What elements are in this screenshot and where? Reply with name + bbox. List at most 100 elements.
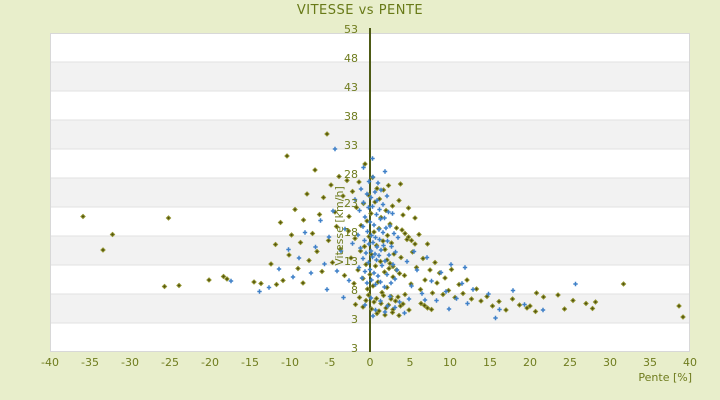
data-point-olive bbox=[473, 286, 480, 292]
data-point-bleu bbox=[380, 230, 386, 235]
data-point-olive bbox=[592, 299, 599, 305]
data-point-bleu bbox=[382, 258, 388, 264]
data-point-olive bbox=[382, 312, 388, 318]
data-point-bleu bbox=[368, 195, 374, 200]
data-point-bleu bbox=[322, 261, 327, 267]
x-tick-label: -30 bbox=[121, 356, 139, 369]
data-point-olive bbox=[367, 271, 373, 278]
data-point-bleu bbox=[438, 270, 444, 275]
data-point-olive bbox=[432, 259, 438, 266]
y-tick-label: 8 bbox=[351, 284, 358, 297]
data-point-bleu bbox=[388, 280, 394, 286]
data-point-olive bbox=[405, 234, 412, 240]
data-point-olive bbox=[341, 272, 348, 279]
data-point-olive bbox=[421, 302, 428, 309]
data-point-olive bbox=[417, 286, 424, 293]
data-point-olive bbox=[356, 294, 363, 301]
x-tick-label: 35 bbox=[643, 356, 657, 369]
x-tick-label: -35 bbox=[81, 356, 99, 369]
data-point-olive bbox=[357, 248, 364, 254]
data-point-bleu bbox=[342, 226, 348, 232]
data-point-bleu bbox=[377, 237, 382, 242]
x-tick-label: 30 bbox=[603, 356, 617, 369]
data-point-bleu bbox=[391, 231, 397, 236]
data-point-bleu bbox=[393, 249, 398, 255]
data-point-bleu bbox=[419, 291, 425, 296]
y-tick-label: 38 bbox=[344, 110, 358, 123]
data-point-bleu bbox=[389, 244, 394, 249]
data-point-bleu bbox=[378, 279, 383, 285]
data-point-bleu bbox=[330, 208, 336, 214]
data-point-olive bbox=[284, 153, 290, 159]
data-point-olive bbox=[377, 258, 384, 265]
data-point-bleu bbox=[257, 289, 262, 294]
data-point-bleu bbox=[266, 285, 272, 290]
data-point-olive bbox=[396, 270, 403, 277]
data-point-olive bbox=[424, 305, 431, 311]
data-point-olive bbox=[420, 255, 426, 262]
data-point-olive bbox=[251, 279, 257, 285]
data-point-bleu bbox=[371, 222, 377, 228]
data-point-bleu bbox=[374, 212, 379, 217]
data-point-bleu bbox=[486, 291, 491, 297]
data-point-bleu bbox=[326, 234, 332, 240]
data-point-olive bbox=[344, 177, 350, 184]
data-point-olive bbox=[393, 225, 400, 231]
data-point-bleu bbox=[470, 287, 476, 292]
data-point-olive bbox=[382, 246, 388, 253]
data-point-olive bbox=[396, 312, 402, 319]
y-tick-label: 18 bbox=[344, 226, 358, 239]
data-point-olive bbox=[300, 217, 307, 223]
data-point-olive bbox=[448, 266, 455, 273]
data-point-olive bbox=[489, 303, 496, 309]
data-point-olive bbox=[392, 298, 399, 304]
y-tick-label: 23 bbox=[344, 197, 358, 210]
data-point-bleu bbox=[390, 262, 396, 267]
data-point-bleu bbox=[392, 305, 398, 310]
data-point-olive bbox=[356, 179, 362, 185]
data-point-olive bbox=[300, 280, 306, 286]
data-point-olive bbox=[620, 281, 627, 287]
data-point-bleu bbox=[448, 262, 454, 267]
data-point-olive bbox=[224, 276, 230, 282]
data-point-olive bbox=[206, 277, 212, 283]
data-point-bleu bbox=[422, 297, 428, 303]
y-tick-label: 13 bbox=[344, 255, 358, 268]
data-point-olive bbox=[408, 237, 415, 244]
data-point-bleu bbox=[362, 302, 368, 308]
data-point-bleu bbox=[360, 256, 366, 261]
data-point-olive bbox=[165, 215, 172, 221]
data-point-bleu bbox=[308, 270, 314, 276]
data-point-bleu bbox=[290, 274, 296, 280]
data-point-olive bbox=[280, 277, 286, 284]
data-point-bleu bbox=[493, 315, 498, 321]
data-point-bleu bbox=[404, 259, 410, 264]
data-point-olive bbox=[220, 273, 227, 280]
data-point-bleu bbox=[371, 270, 377, 276]
data-point-bleu bbox=[402, 310, 407, 316]
data-point-olive bbox=[442, 275, 448, 281]
data-point-olive bbox=[416, 231, 422, 238]
data-point-olive bbox=[352, 301, 359, 308]
data-point-olive bbox=[532, 308, 539, 315]
data-point-bleu bbox=[369, 233, 374, 238]
data-point-bleu bbox=[411, 249, 417, 254]
data-point-olive bbox=[309, 230, 316, 237]
data-point-bleu bbox=[540, 307, 546, 313]
data-point-olive bbox=[386, 265, 392, 272]
data-point-olive bbox=[533, 290, 540, 296]
x-tick-label: -10 bbox=[281, 356, 299, 369]
data-point-bleu bbox=[363, 250, 369, 256]
data-point-bleu bbox=[462, 265, 468, 270]
data-point-bleu bbox=[341, 295, 346, 300]
data-point-olive bbox=[440, 291, 446, 298]
data-point-olive bbox=[412, 241, 418, 247]
data-point-olive bbox=[329, 259, 336, 266]
data-point-bleu bbox=[368, 295, 374, 301]
data-point-bleu bbox=[409, 283, 414, 289]
data-point-olive bbox=[371, 229, 377, 235]
data-point-olive bbox=[676, 303, 682, 309]
y-axis-title: Vitesse [km/h] bbox=[333, 186, 346, 266]
x-tick-label: 25 bbox=[563, 356, 577, 369]
